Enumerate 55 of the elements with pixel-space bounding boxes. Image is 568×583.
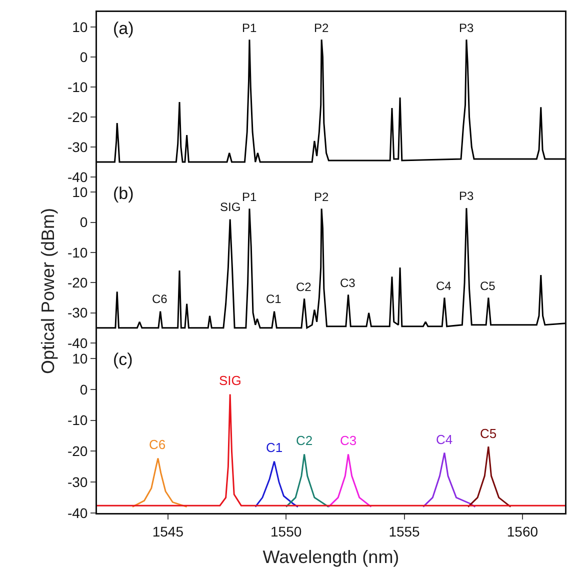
annotation: P2 bbox=[314, 190, 330, 204]
annotation: (c) bbox=[113, 350, 133, 369]
annotation: (a) bbox=[113, 19, 134, 38]
y-tick-label: -40 bbox=[67, 168, 88, 185]
y-tick-label: -30 bbox=[67, 474, 88, 490]
line-series bbox=[254, 460, 299, 508]
y-tick-label: -10 bbox=[67, 412, 88, 428]
annotation: C5 bbox=[480, 279, 496, 293]
x-tick-label: 1560 bbox=[506, 523, 538, 540]
x-tick-label: 1545 bbox=[152, 523, 184, 540]
y-tick-label: -30 bbox=[67, 138, 88, 155]
y-tick-label: -40 bbox=[67, 334, 88, 351]
annotation: C6 bbox=[152, 292, 168, 306]
y-tick-label: 10 bbox=[72, 184, 88, 200]
annotation: P3 bbox=[459, 189, 474, 203]
y-tick-label: 10 bbox=[72, 350, 88, 366]
annotation: SIG bbox=[220, 200, 241, 214]
series-label: C4 bbox=[436, 432, 453, 447]
x-axis-title: Wavelength (nm) bbox=[262, 547, 400, 568]
annotation: C2 bbox=[296, 280, 312, 294]
annotation: C3 bbox=[340, 276, 356, 290]
annotation: (b) bbox=[113, 184, 134, 203]
annotation: P1 bbox=[242, 21, 258, 35]
y-tick-label: 0 bbox=[80, 48, 88, 65]
series-label: C3 bbox=[340, 433, 357, 448]
y-tick-label: -20 bbox=[67, 274, 88, 291]
y-tick-label: -40 bbox=[67, 504, 88, 521]
y-tick-label: -20 bbox=[67, 443, 88, 460]
annotation: P1 bbox=[242, 190, 258, 204]
annotation: P2 bbox=[314, 21, 330, 35]
series-label: SIG bbox=[219, 373, 242, 388]
annotation: C1 bbox=[266, 292, 282, 306]
annotation: P3 bbox=[459, 21, 474, 35]
line-series bbox=[328, 454, 372, 508]
y-tick-label: 10 bbox=[72, 18, 88, 35]
y-tick-label: -20 bbox=[67, 108, 88, 125]
line-series bbox=[285, 454, 330, 508]
line-series bbox=[422, 452, 476, 508]
series-label: C1 bbox=[266, 440, 283, 455]
y-tick-label: 0 bbox=[80, 214, 88, 230]
series-label: C5 bbox=[480, 426, 497, 441]
line-series bbox=[97, 394, 565, 506]
line-series bbox=[132, 458, 188, 508]
series-label: C2 bbox=[296, 433, 313, 448]
x-tick-label: 1555 bbox=[388, 523, 420, 540]
line-series bbox=[467, 446, 512, 508]
y-tick-label: -10 bbox=[67, 78, 88, 95]
y-axis-title: Optical Power (dBm) bbox=[38, 208, 59, 374]
x-tick-label: 1550 bbox=[270, 523, 302, 540]
line-series bbox=[97, 38, 565, 163]
y-tick-label: -10 bbox=[67, 244, 88, 260]
series-label: C6 bbox=[149, 437, 166, 452]
annotation: C4 bbox=[436, 279, 452, 293]
y-tick-label: -30 bbox=[67, 304, 88, 321]
y-tick-label: 0 bbox=[80, 381, 88, 398]
